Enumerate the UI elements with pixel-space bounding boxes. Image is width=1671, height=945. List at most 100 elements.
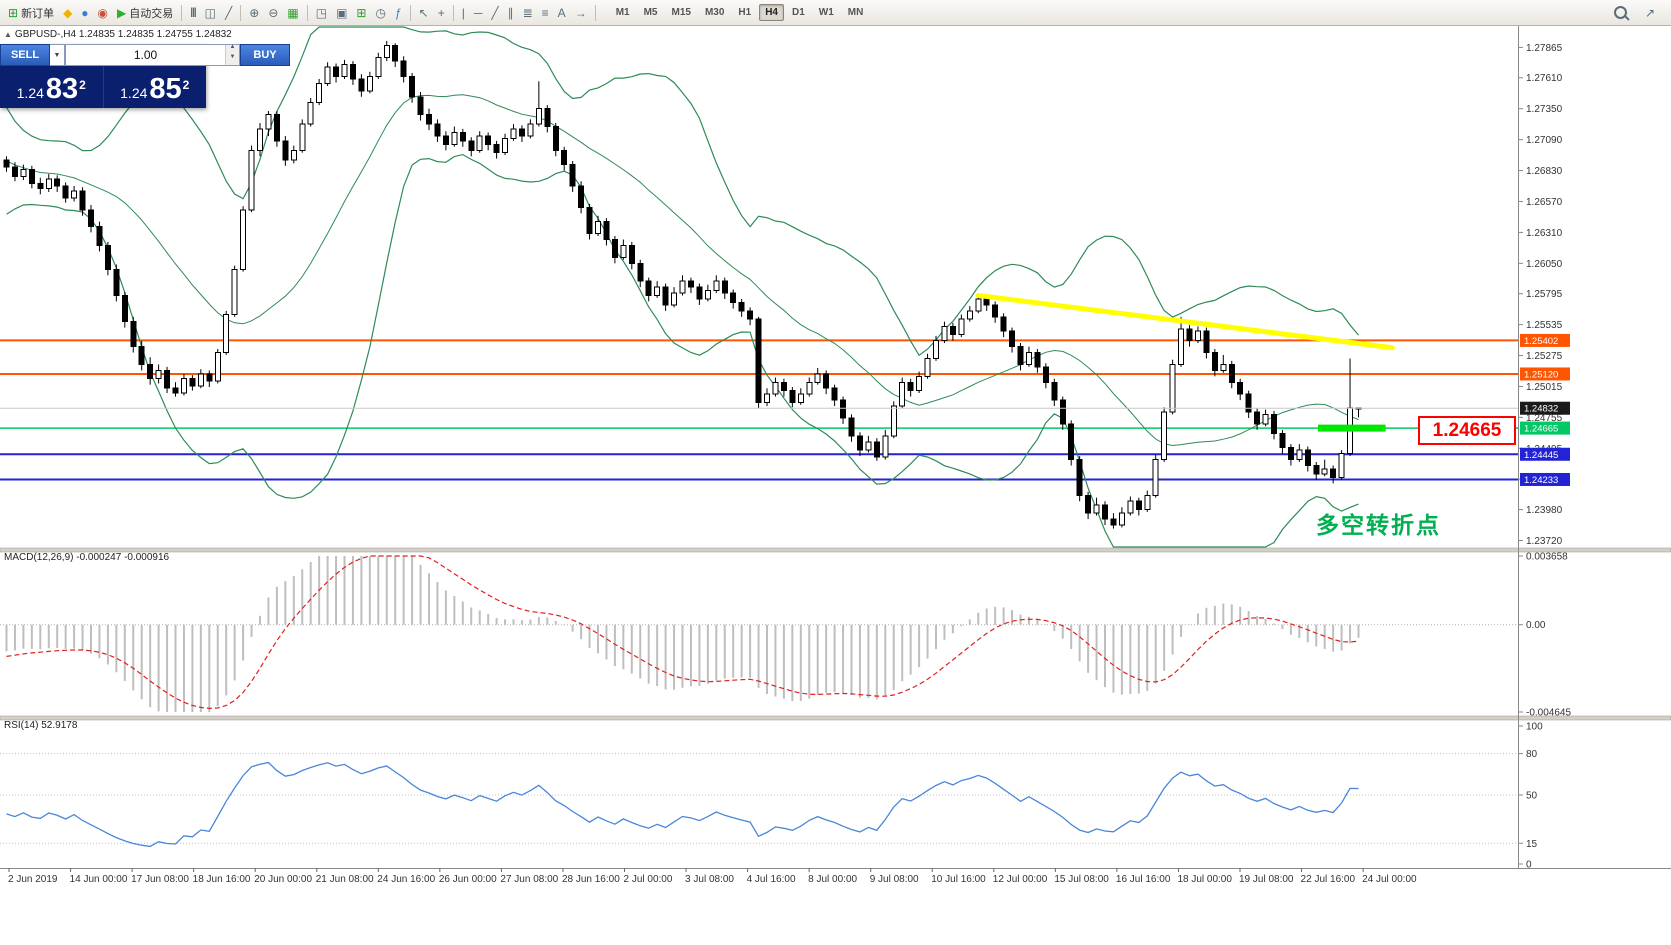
- vertical-line-icon: |: [461, 5, 465, 20]
- timeframe-m5-button[interactable]: M5: [643, 7, 658, 18]
- candle-body: [1152, 459, 1159, 496]
- horizontal-line-icon: ─: [473, 5, 483, 20]
- svg-text:-0.004645: -0.004645: [1526, 708, 1571, 719]
- volume-down-button[interactable]: ▼: [226, 54, 239, 65]
- candle-body: [637, 262, 644, 282]
- candle-body: [358, 78, 365, 92]
- zoom-in-icon-button[interactable]: ⊕: [245, 3, 263, 23]
- bid-price-main: 1.24: [16, 85, 44, 101]
- date-axis[interactable]: 2 Jun 2019 14 Jun 00:00 17 Jun 08:00 18 Jun…: [8, 868, 1417, 885]
- toolbar-separator: [409, 4, 411, 21]
- candle-body: [113, 268, 120, 296]
- candle-body: [341, 64, 348, 78]
- bollinger-middle-band: [6, 94, 1359, 447]
- buy-button[interactable]: BUY: [240, 44, 290, 66]
- svg-text:1.24755: 1.24755: [1526, 413, 1563, 424]
- line-chart-icon-button[interactable]: ╱: [221, 3, 236, 23]
- metaquotes-icon-button[interactable]: ◆: [59, 3, 76, 23]
- crosshair-icon-button[interactable]: +: [434, 3, 449, 23]
- timeframe-d1-button[interactable]: D1: [792, 7, 805, 18]
- candle-body: [933, 340, 939, 359]
- new-order-button[interactable]: ⊞ 新订单: [4, 3, 58, 23]
- turning-point-label[interactable]: 多空转折点: [1316, 512, 1441, 538]
- candle-body: [451, 131, 458, 145]
- svg-text:1.24233: 1.24233: [1524, 475, 1558, 486]
- volume-dropdown-button[interactable]: ▼: [50, 44, 65, 66]
- candle-body: [104, 244, 111, 270]
- timeframe-mn-button[interactable]: MN: [847, 7, 864, 18]
- candle-body: [797, 393, 804, 404]
- fibonacci-icon-button[interactable]: ≣: [519, 3, 537, 23]
- text-icon-button[interactable]: A: [554, 3, 570, 23]
- candle-body: [121, 294, 128, 323]
- indicators-icon-button[interactable]: ƒ: [391, 3, 406, 23]
- candle-body: [206, 373, 213, 382]
- candle-body: [671, 292, 678, 306]
- candle-body: [62, 185, 69, 199]
- search-icon[interactable]: [1610, 3, 1631, 23]
- ask-price[interactable]: 1.24 85 2: [102, 66, 207, 108]
- timeframe-w1-button[interactable]: W1: [818, 7, 834, 18]
- svg-text:28 Jun 16:00: 28 Jun 16:00: [562, 874, 620, 885]
- autotrading-button[interactable]: ▶ 自动交易: [113, 3, 177, 23]
- candlestick-chart-icon-button[interactable]: ◫: [201, 3, 220, 23]
- tile-windows-icon-button[interactable]: ◳: [312, 3, 331, 23]
- objects-icon: ≡: [541, 5, 549, 20]
- vertical-line-icon-button[interactable]: |: [458, 3, 469, 23]
- candle-body: [1211, 352, 1218, 371]
- svg-text:1.24445: 1.24445: [1524, 450, 1558, 461]
- arrows-icon-button[interactable]: →: [571, 3, 591, 23]
- volume-input[interactable]: [66, 45, 225, 65]
- clock-icon-button[interactable]: ◷: [371, 3, 389, 23]
- candle-body: [1220, 363, 1227, 371]
- candle-body: [180, 378, 187, 394]
- candle-body: [1237, 381, 1244, 395]
- candle-body: [755, 318, 762, 404]
- candle-body: [848, 417, 855, 437]
- candle-body: [527, 123, 534, 137]
- chart-plot-area[interactable]: [0, 26, 1518, 868]
- svg-text:1.27350: 1.27350: [1526, 104, 1563, 115]
- volume-up-button[interactable]: ▲: [226, 44, 239, 55]
- objects-icon-button[interactable]: ≡: [538, 3, 553, 23]
- grid-icon-button[interactable]: ▦: [283, 3, 302, 23]
- candle-body: [578, 185, 585, 208]
- community-icon-button[interactable]: ●: [77, 3, 92, 23]
- candle-body: [730, 292, 737, 304]
- yellow-trendline-object[interactable]: [975, 292, 1395, 351]
- fullscreen-icon[interactable]: ↗: [1641, 3, 1659, 23]
- horizontal-line-icon-button[interactable]: ─: [470, 3, 487, 23]
- timeframe-m1-button[interactable]: M1: [615, 7, 630, 18]
- candle-body: [1017, 346, 1024, 365]
- clock-icon: ◷: [375, 5, 386, 20]
- news-icon-button[interactable]: ◉: [94, 3, 112, 23]
- new-chart-icon-button[interactable]: ⊞: [352, 3, 370, 23]
- timeframe-h4-button[interactable]: H4: [759, 4, 784, 21]
- metaquotes-icon: ◆: [63, 5, 73, 20]
- sell-button[interactable]: SELL: [0, 44, 50, 66]
- candle-body: [873, 441, 880, 458]
- svg-text:1.23980: 1.23980: [1526, 505, 1563, 516]
- cursor-icon-button[interactable]: ↖: [415, 3, 433, 23]
- svg-text:17 Jun 08:00: 17 Jun 08:00: [131, 874, 189, 885]
- toolbar-separator: [181, 4, 183, 21]
- panel-separator[interactable]: [0, 715, 1671, 721]
- trendline-icon-button[interactable]: ╱: [487, 3, 502, 23]
- panel-separator[interactable]: [0, 547, 1671, 553]
- price-annotation-box[interactable]: 1.24665: [1418, 416, 1516, 445]
- bar-chart-icon-button[interactable]: |||: [186, 3, 199, 23]
- macd-indicator-label: MACD(12,26,9) -0.000247 -0.000916: [4, 552, 170, 563]
- zoom-out-icon-button[interactable]: ⊖: [264, 3, 282, 23]
- timeframe-h1-button[interactable]: H1: [738, 7, 752, 18]
- svg-text:1.27090: 1.27090: [1526, 135, 1563, 146]
- bid-price[interactable]: 1.24 83 2: [0, 66, 103, 108]
- timeframe-m15-button[interactable]: M15: [671, 7, 691, 18]
- svg-text:26 Jun 00:00: 26 Jun 00:00: [439, 874, 497, 885]
- cascade-windows-icon-button[interactable]: ▣: [332, 3, 351, 23]
- price-axis[interactable]: 1.27865 1.27610 1.27350 1.27090 1.26830 1.265…: [1518, 43, 1563, 547]
- candle-body: [975, 298, 982, 312]
- timeframe-m30-button[interactable]: M30: [704, 7, 725, 18]
- channel-icon-button[interactable]: ∥: [504, 3, 518, 23]
- candlestick-series: [3, 40, 1362, 529]
